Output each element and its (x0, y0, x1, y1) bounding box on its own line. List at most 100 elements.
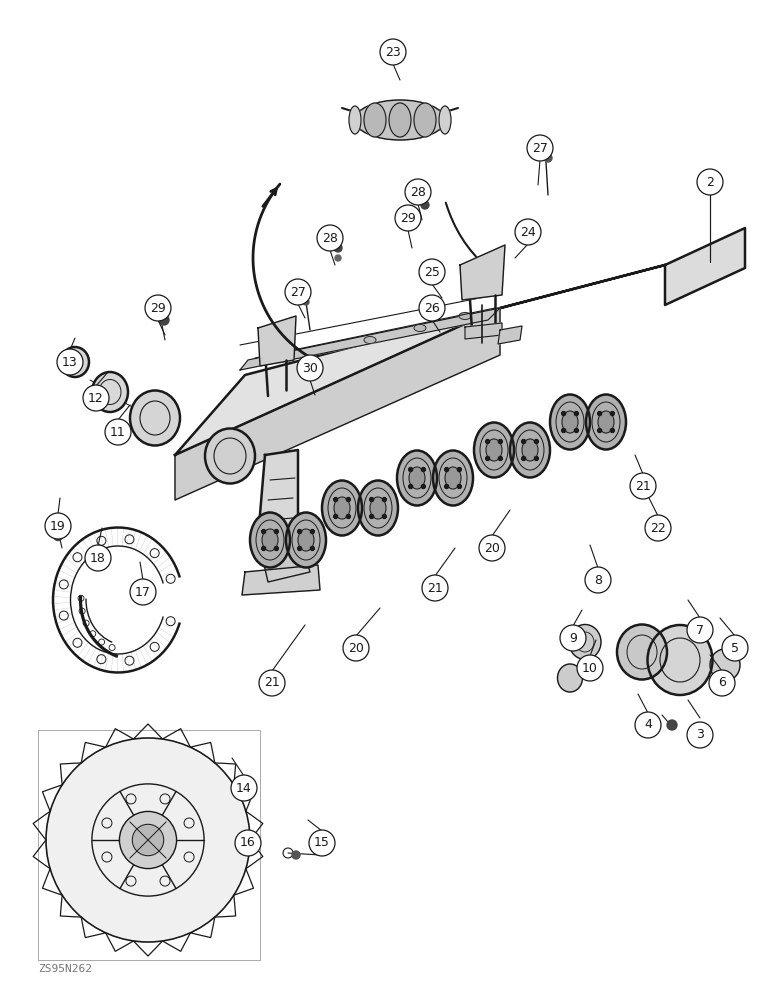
Text: 14: 14 (236, 782, 252, 794)
Ellipse shape (562, 411, 578, 433)
Circle shape (343, 635, 369, 661)
Circle shape (408, 468, 413, 472)
Ellipse shape (370, 497, 386, 519)
Ellipse shape (510, 422, 550, 478)
Circle shape (335, 255, 341, 261)
Circle shape (562, 428, 566, 432)
Text: 4: 4 (644, 718, 652, 732)
Polygon shape (258, 316, 296, 366)
Circle shape (611, 412, 615, 416)
Circle shape (585, 567, 611, 593)
Ellipse shape (349, 106, 361, 134)
Ellipse shape (557, 664, 583, 692)
Text: 9: 9 (569, 632, 577, 645)
Circle shape (262, 546, 266, 550)
Polygon shape (258, 450, 298, 538)
Circle shape (457, 468, 462, 472)
Ellipse shape (445, 467, 461, 489)
Circle shape (421, 201, 429, 209)
Circle shape (651, 724, 659, 732)
Text: 5: 5 (731, 642, 739, 654)
Circle shape (347, 514, 350, 518)
Text: 10: 10 (582, 662, 598, 674)
Ellipse shape (617, 624, 667, 680)
Text: 23: 23 (385, 45, 401, 58)
Circle shape (411, 215, 418, 222)
Text: 28: 28 (322, 232, 338, 244)
Polygon shape (465, 323, 502, 339)
Text: 27: 27 (290, 286, 306, 298)
Circle shape (635, 712, 661, 738)
Ellipse shape (569, 624, 601, 660)
Text: 2: 2 (706, 176, 714, 188)
Circle shape (527, 135, 553, 161)
Circle shape (380, 39, 406, 65)
Text: 28: 28 (410, 186, 426, 198)
Circle shape (83, 385, 109, 411)
Circle shape (57, 349, 83, 375)
Ellipse shape (648, 625, 713, 695)
Text: 22: 22 (650, 522, 666, 534)
Text: 30: 30 (302, 361, 318, 374)
Ellipse shape (322, 481, 362, 536)
Circle shape (611, 428, 615, 432)
Circle shape (422, 575, 448, 601)
Circle shape (667, 720, 677, 730)
Text: 17: 17 (135, 585, 151, 598)
Text: 3: 3 (696, 728, 704, 742)
Text: 29: 29 (400, 212, 416, 225)
Circle shape (85, 545, 111, 571)
Circle shape (422, 484, 425, 488)
Circle shape (334, 244, 342, 252)
Ellipse shape (334, 497, 350, 519)
Ellipse shape (433, 450, 473, 506)
Ellipse shape (286, 512, 326, 568)
Circle shape (534, 440, 538, 444)
Circle shape (382, 498, 386, 502)
Text: 25: 25 (424, 265, 440, 278)
Circle shape (722, 635, 748, 661)
Ellipse shape (439, 106, 451, 134)
Ellipse shape (389, 103, 411, 137)
Ellipse shape (61, 347, 89, 377)
Circle shape (309, 830, 335, 856)
Circle shape (262, 530, 266, 534)
Text: 21: 21 (635, 480, 651, 492)
Polygon shape (240, 308, 500, 370)
Circle shape (577, 655, 603, 681)
Text: 20: 20 (484, 542, 500, 554)
Circle shape (486, 440, 489, 444)
Ellipse shape (550, 394, 590, 450)
Circle shape (45, 513, 71, 539)
Circle shape (445, 468, 449, 472)
Circle shape (422, 468, 425, 472)
Circle shape (697, 169, 723, 195)
Text: 27: 27 (532, 141, 548, 154)
Circle shape (53, 532, 63, 540)
Text: 19: 19 (50, 520, 66, 532)
Circle shape (598, 412, 601, 416)
Circle shape (445, 484, 449, 488)
Text: 8: 8 (594, 574, 602, 586)
Ellipse shape (130, 390, 180, 446)
Text: 26: 26 (424, 302, 440, 314)
Circle shape (274, 546, 279, 550)
Circle shape (522, 440, 526, 444)
Circle shape (687, 617, 713, 643)
Circle shape (598, 428, 601, 432)
Circle shape (120, 811, 177, 869)
Ellipse shape (364, 103, 386, 137)
Ellipse shape (358, 481, 398, 536)
Ellipse shape (414, 324, 426, 332)
Text: 18: 18 (90, 552, 106, 564)
Circle shape (347, 498, 350, 502)
Text: 6: 6 (718, 676, 726, 690)
Ellipse shape (474, 422, 514, 478)
Circle shape (285, 279, 311, 305)
Circle shape (298, 546, 302, 550)
Text: 24: 24 (520, 226, 536, 238)
Polygon shape (175, 265, 665, 455)
Circle shape (317, 225, 343, 251)
Ellipse shape (586, 394, 626, 450)
Text: 20: 20 (348, 642, 364, 654)
